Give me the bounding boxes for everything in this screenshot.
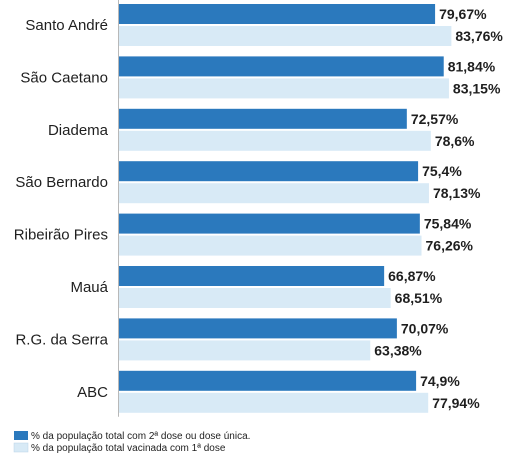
bar-second-dose bbox=[118, 4, 436, 24]
value-label: 63,38% bbox=[374, 342, 422, 358]
value-label: 83,15% bbox=[453, 80, 501, 96]
category-label: R.G. da Serra bbox=[15, 331, 108, 348]
category-label: Mauá bbox=[70, 279, 108, 296]
bar-second-dose bbox=[118, 266, 385, 286]
bar-second-dose bbox=[118, 370, 417, 391]
bar-first-dose bbox=[118, 130, 431, 151]
bar-second-dose bbox=[118, 318, 397, 339]
bar-second-dose bbox=[118, 213, 420, 234]
category-label: Santo André bbox=[25, 17, 108, 34]
bar-second-dose bbox=[118, 161, 419, 182]
category-label: ABC bbox=[77, 384, 108, 401]
legend-label-second-dose: % da população total com 2ª dose ou dose… bbox=[31, 431, 250, 442]
value-label: 75,4% bbox=[422, 163, 462, 179]
bar-first-dose bbox=[118, 392, 429, 413]
value-label: 72,57% bbox=[411, 111, 459, 127]
bar-second-dose bbox=[118, 56, 444, 77]
value-label: 78,13% bbox=[433, 185, 481, 201]
value-label: 70,07% bbox=[401, 320, 449, 336]
value-label: 83,76% bbox=[455, 28, 503, 44]
bar-first-dose bbox=[118, 26, 452, 46]
category-label: Diadema bbox=[48, 122, 109, 139]
category-label: São Bernardo bbox=[15, 174, 108, 191]
legend-swatch-first-dose bbox=[13, 442, 29, 453]
value-label: 78,6% bbox=[435, 133, 475, 149]
value-label: 76,26% bbox=[426, 238, 474, 254]
value-label: 77,94% bbox=[432, 395, 480, 411]
value-label: 66,87% bbox=[388, 268, 436, 284]
value-label: 68,51% bbox=[395, 290, 443, 306]
bar-first-dose bbox=[118, 183, 429, 204]
value-label: 81,84% bbox=[448, 58, 496, 74]
value-label: 75,84% bbox=[424, 216, 472, 232]
value-label: 74,9% bbox=[420, 373, 460, 389]
category-label: Ribeirão Pires bbox=[14, 227, 108, 244]
bar-first-dose bbox=[118, 235, 422, 256]
value-label: 79,67% bbox=[439, 6, 487, 22]
bar-second-dose bbox=[118, 108, 407, 129]
legend-swatch-second-dose bbox=[14, 431, 28, 440]
bar-first-dose bbox=[118, 78, 449, 99]
bar-first-dose bbox=[118, 340, 371, 361]
legend-label-first-dose: % da população total vacinada com 1ª dos… bbox=[31, 443, 226, 454]
category-label: São Caetano bbox=[20, 69, 108, 86]
bar-first-dose bbox=[118, 288, 391, 308]
